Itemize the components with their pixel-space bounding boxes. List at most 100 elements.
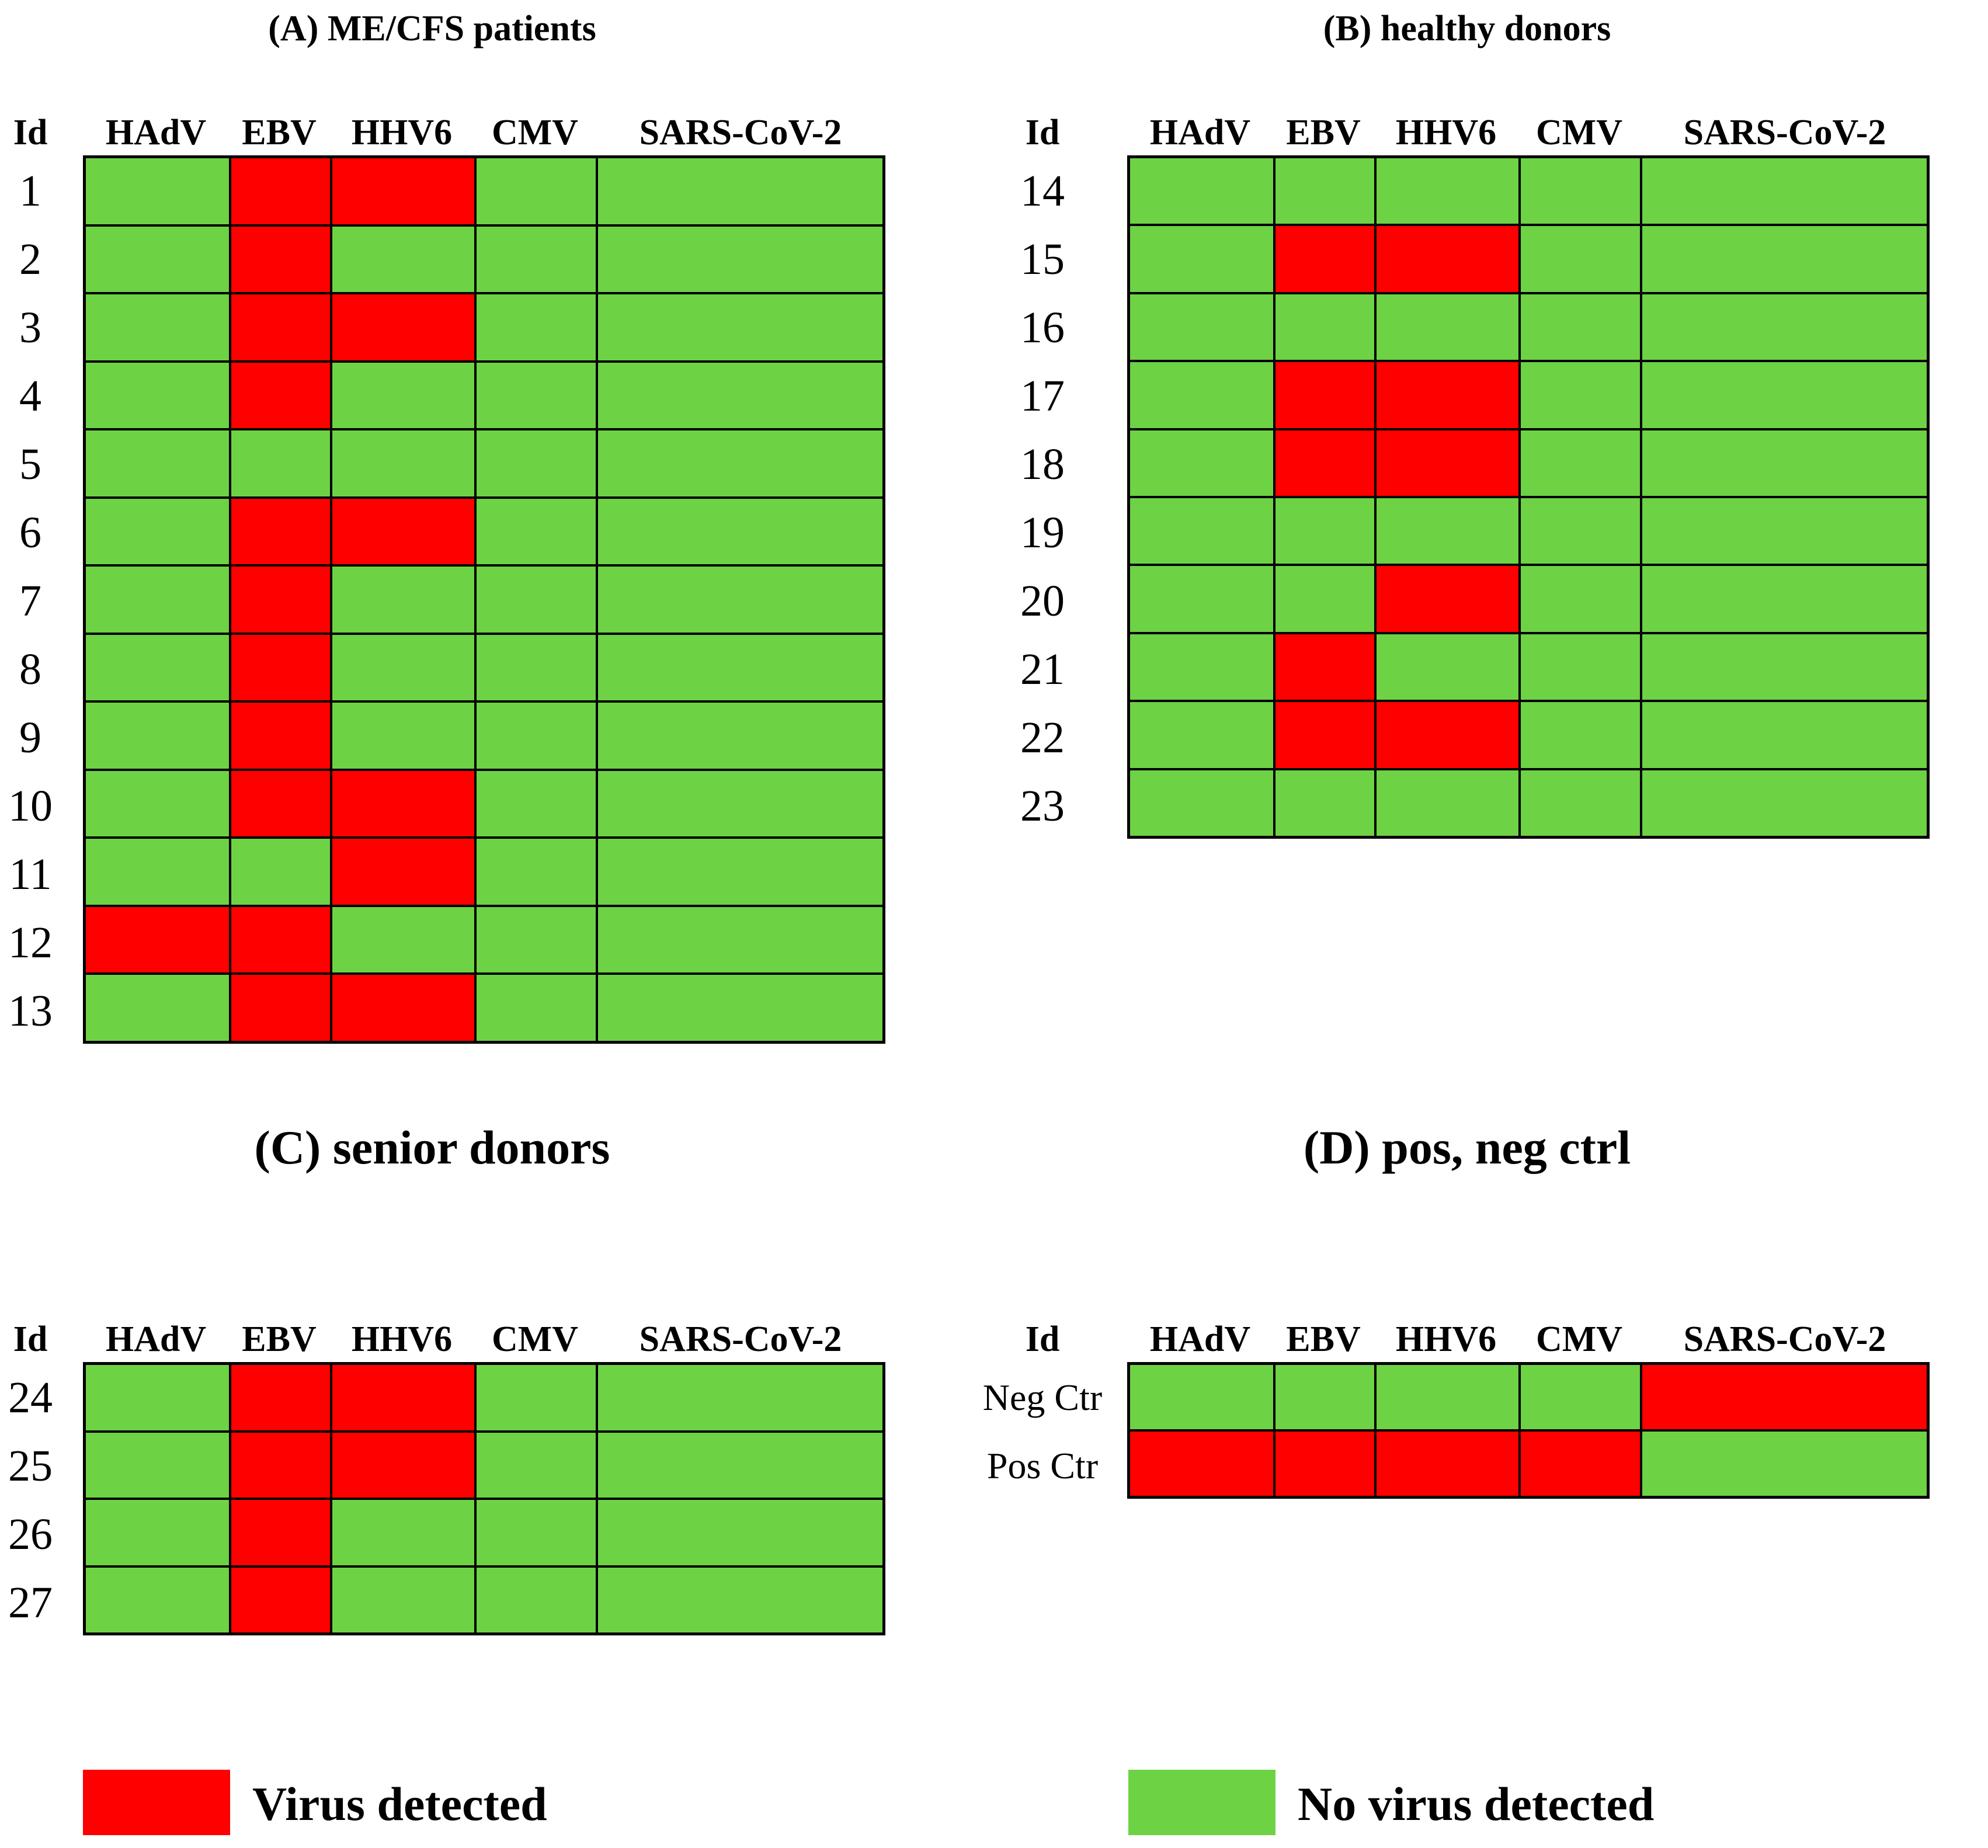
heatmap-cell bbox=[86, 975, 230, 1041]
column-header-hadv: HAdV bbox=[1149, 113, 1251, 152]
row-label: 26 bbox=[8, 1509, 53, 1559]
heatmap-cell bbox=[1130, 634, 1274, 700]
heatmap-cell bbox=[1275, 362, 1374, 428]
heatmap-cell bbox=[598, 1567, 882, 1632]
heatmap-cell bbox=[598, 1432, 882, 1498]
heatmap-cell bbox=[332, 770, 475, 837]
heatmap-cell bbox=[86, 226, 230, 293]
column-header-sars-cov-2: SARS-CoV-2 bbox=[1683, 113, 1886, 152]
heatmap-cell bbox=[1377, 634, 1519, 700]
heatmap-cell bbox=[231, 567, 330, 633]
row-label: 4 bbox=[19, 371, 41, 421]
heatmap-cell bbox=[598, 567, 882, 633]
heatmap-cell bbox=[86, 362, 230, 429]
row-label: 11 bbox=[9, 849, 52, 899]
id-header: Id bbox=[1025, 113, 1060, 152]
heatmap-cell bbox=[86, 158, 230, 224]
column-header-hadv: HAdV bbox=[105, 1319, 207, 1359]
heatmap-cell bbox=[332, 362, 475, 429]
heatmap-grid-a bbox=[83, 155, 885, 1044]
heatmap-cell bbox=[1130, 566, 1274, 632]
heatmap-cell bbox=[1275, 1432, 1374, 1496]
heatmap-cell bbox=[477, 1432, 596, 1498]
heatmap-cell bbox=[1521, 498, 1641, 564]
heatmap-cell bbox=[1642, 770, 1927, 836]
heatmap-cell bbox=[332, 567, 475, 633]
heatmap-cell bbox=[332, 1567, 475, 1632]
heatmap-cell bbox=[1642, 430, 1927, 496]
heatmap-cell bbox=[1275, 498, 1374, 564]
heatmap-cell bbox=[477, 294, 596, 360]
heatmap-cell bbox=[477, 362, 596, 429]
column-header-hhv6: HHV6 bbox=[351, 113, 453, 152]
column-header-hhv6: HHV6 bbox=[351, 1319, 453, 1359]
heatmap-cell bbox=[1642, 1365, 1927, 1429]
heatmap-cell bbox=[332, 498, 475, 565]
row-label: 15 bbox=[1020, 234, 1065, 284]
row-label: 23 bbox=[1020, 781, 1065, 831]
heatmap-cell bbox=[1521, 702, 1641, 768]
heatmap-cell bbox=[1130, 158, 1274, 224]
row-label: 12 bbox=[8, 918, 53, 967]
heatmap-cell bbox=[332, 226, 475, 293]
heatmap-cell bbox=[86, 1432, 230, 1498]
row-label: 8 bbox=[19, 644, 41, 694]
heatmap-cell bbox=[332, 1432, 475, 1498]
heatmap-cell bbox=[1275, 294, 1374, 360]
id-header: Id bbox=[1025, 1319, 1060, 1359]
heatmap-cell bbox=[86, 703, 230, 769]
heatmap-cell bbox=[332, 634, 475, 701]
id-header: Id bbox=[13, 113, 48, 152]
row-label: 2 bbox=[19, 234, 41, 284]
heatmap-cell bbox=[231, 1500, 330, 1565]
heatmap-cell bbox=[1377, 226, 1519, 292]
heatmap-cell bbox=[332, 703, 475, 769]
heatmap-cell bbox=[477, 158, 596, 224]
heatmap-cell bbox=[231, 906, 330, 973]
row-label: 3 bbox=[19, 303, 41, 352]
heatmap-cell bbox=[1377, 158, 1519, 224]
heatmap-cell bbox=[1275, 158, 1374, 224]
legend-swatch-no-virus-detected bbox=[1128, 1770, 1275, 1835]
heatmap-cell bbox=[1521, 770, 1641, 836]
row-label: 18 bbox=[1020, 439, 1065, 489]
heatmap-cell bbox=[598, 770, 882, 837]
heatmap-cell bbox=[231, 634, 330, 701]
heatmap-cell bbox=[231, 1567, 330, 1632]
heatmap-cell bbox=[332, 839, 475, 905]
row-label: 24 bbox=[8, 1373, 53, 1422]
heatmap-grid-b bbox=[1127, 155, 1930, 839]
column-header-cmv: CMV bbox=[491, 113, 579, 152]
heatmap-cell bbox=[86, 1365, 230, 1430]
heatmap-cell bbox=[477, 567, 596, 633]
legend-label-virus-detected: Virus detected bbox=[252, 1777, 547, 1830]
row-label: 21 bbox=[1020, 644, 1065, 694]
row-label: 25 bbox=[8, 1441, 53, 1491]
row-label: Pos Ctr bbox=[986, 1444, 1099, 1486]
heatmap-cell bbox=[1275, 702, 1374, 768]
heatmap-cell bbox=[1275, 634, 1374, 700]
heatmap-cell bbox=[86, 839, 230, 905]
heatmap-cell bbox=[1130, 362, 1274, 428]
heatmap-cell bbox=[332, 906, 475, 973]
heatmap-cell bbox=[231, 770, 330, 837]
heatmap-cell bbox=[477, 634, 596, 701]
column-header-cmv: CMV bbox=[491, 1319, 579, 1359]
heatmap-cell bbox=[477, 975, 596, 1041]
heatmap-cell bbox=[1521, 294, 1641, 360]
column-header-cmv: CMV bbox=[1535, 1319, 1623, 1359]
id-header: Id bbox=[13, 1319, 48, 1359]
column-header-ebv: EBV bbox=[242, 1319, 317, 1359]
heatmap-cell bbox=[598, 975, 882, 1041]
column-header-ebv: EBV bbox=[242, 113, 317, 152]
heatmap-cell bbox=[231, 1365, 330, 1430]
heatmap-cell bbox=[598, 906, 882, 973]
heatmap-cell bbox=[1130, 498, 1274, 564]
heatmap-cell bbox=[332, 1500, 475, 1565]
heatmap-cell bbox=[1521, 634, 1641, 700]
heatmap-cell bbox=[1377, 770, 1519, 836]
row-label: 7 bbox=[19, 576, 41, 626]
heatmap-cell bbox=[1275, 226, 1374, 292]
heatmap-cell bbox=[1521, 158, 1641, 224]
column-header-hhv6: HHV6 bbox=[1395, 1319, 1497, 1359]
